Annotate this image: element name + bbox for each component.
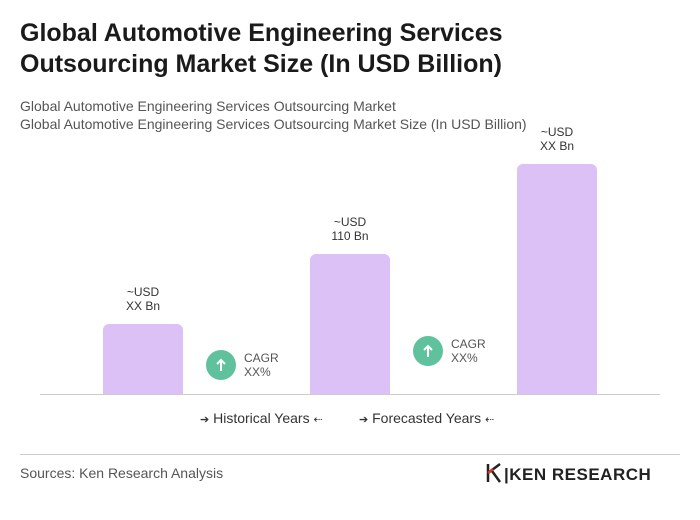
logo: |KEN RESEARCH (486, 463, 651, 485)
legend-label: Historical Years (213, 410, 310, 426)
cagr-label: CAGR XX% (244, 351, 279, 379)
logo-text: KEN RESEARCH (509, 465, 652, 484)
subtitle: Global Automotive Engineering Services O… (20, 116, 527, 132)
bar (517, 164, 597, 394)
bar (310, 254, 390, 394)
bar (103, 324, 183, 394)
logo-icon (486, 463, 502, 483)
source: Sources: Ken Research Analysis (20, 465, 224, 481)
legend-item: ➔ Forecasted Years ⇠ (359, 410, 495, 426)
arrow-up (423, 344, 433, 357)
legend-label: Forecasted Years (372, 410, 482, 426)
chart-title: Global Automotive Engineering Services O… (20, 19, 503, 78)
arrow-up (216, 358, 226, 371)
subtitle: Global Automotive Engineering Services O… (20, 98, 396, 114)
cagr-icon (413, 336, 443, 366)
cagr-icon (206, 350, 236, 380)
separator (20, 454, 680, 455)
baseline (40, 394, 660, 395)
legend-item: ➔ Historical Years ⇠ (200, 410, 323, 426)
value-label: ~USD XX Bn (125, 285, 161, 314)
value-label: ~USD XX Bn (539, 125, 575, 153)
cagr-label: CAGR XX% (451, 337, 486, 365)
value-label: ~USD 110 Bn (331, 215, 369, 244)
